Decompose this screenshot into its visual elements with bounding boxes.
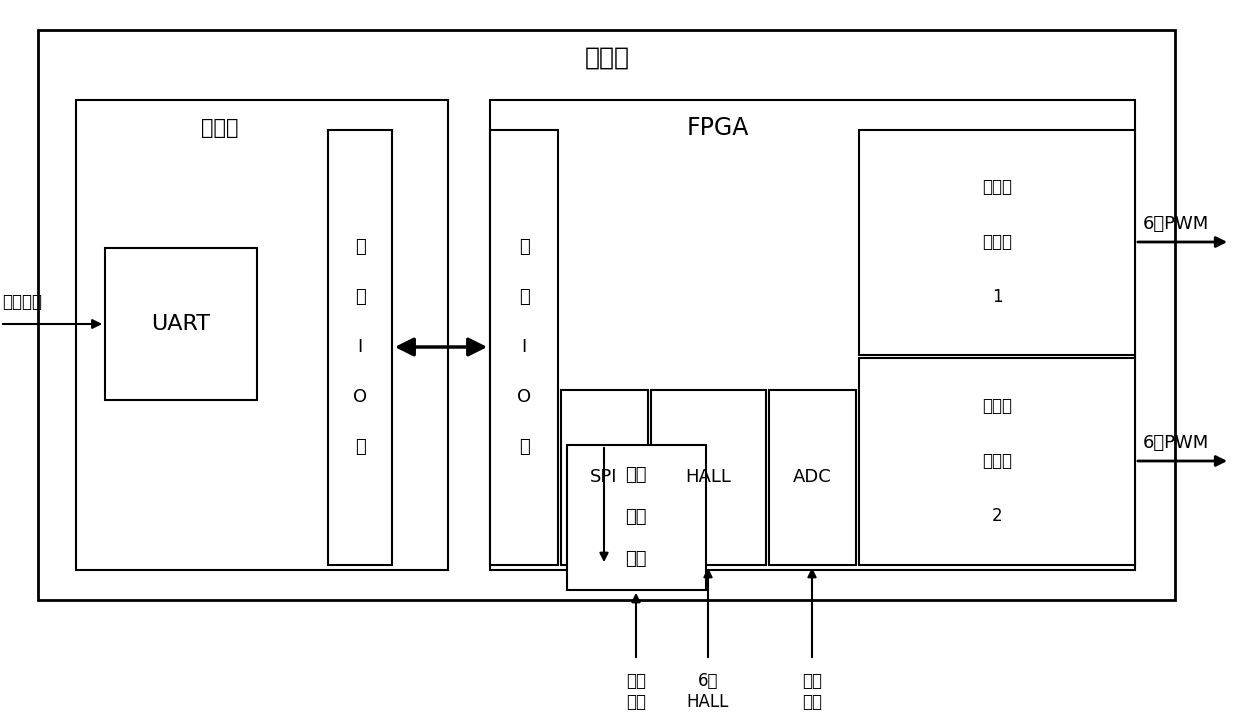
Text: FPGA: FPGA [687,116,749,140]
Text: UART: UART [151,314,211,334]
Text: 并: 并 [518,238,529,256]
Bar [859,358,1135,565]
Text: 6路PWM: 6路PWM [1143,215,1209,233]
Text: 动信号: 动信号 [982,233,1012,251]
Text: HALL: HALL [684,468,730,486]
Text: 位置
信号: 位置 信号 [626,672,646,711]
Text: O: O [353,388,367,406]
Text: 单片机: 单片机 [201,118,239,138]
Text: 1: 1 [992,288,1002,306]
Text: 三相驱: 三相驱 [982,178,1012,196]
Bar [329,130,392,565]
Text: 芯片: 芯片 [625,550,647,568]
Bar [490,100,1135,570]
Bar [567,445,706,590]
Bar [76,100,448,570]
Bar [859,130,1135,355]
Text: I: I [521,338,527,356]
Text: 行: 行 [518,288,529,306]
Text: 控制器: 控制器 [584,46,630,70]
Text: ADC: ADC [792,468,831,486]
Text: 解码: 解码 [625,508,647,526]
Bar [560,390,649,565]
Text: 6路PWM: 6路PWM [1143,434,1209,452]
Bar [38,30,1176,600]
Bar [769,390,856,565]
Text: SPI: SPI [590,468,618,486]
Text: 并: 并 [355,238,366,256]
Text: 旋变: 旋变 [625,466,647,484]
Bar [490,130,558,565]
Bar [105,248,257,400]
Text: 三相驱: 三相驱 [982,397,1012,415]
Text: 口: 口 [518,438,529,456]
Text: 动信号: 动信号 [982,452,1012,470]
Text: 电压
电流
检测: 电压 电流 检测 [802,672,822,712]
Text: 6路
HALL
信号: 6路 HALL 信号 [687,672,729,712]
Text: O: O [517,388,531,406]
Text: 2: 2 [992,507,1002,525]
Text: 行: 行 [355,288,366,306]
Text: I: I [357,338,362,356]
Text: 口: 口 [355,438,366,456]
Bar [651,390,766,565]
Text: 串口通信: 串口通信 [2,293,42,311]
